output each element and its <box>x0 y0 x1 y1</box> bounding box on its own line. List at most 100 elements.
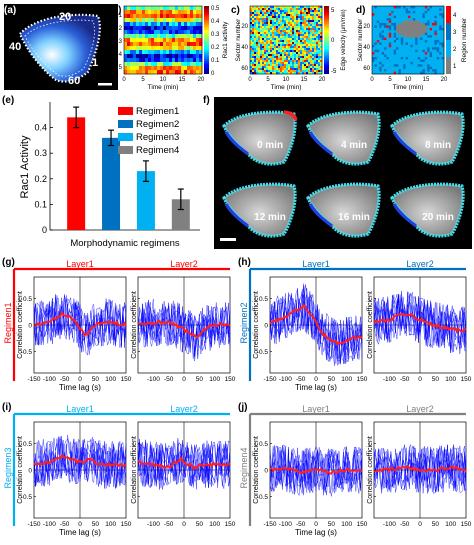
regimen-label: Regimen2 <box>239 302 249 343</box>
heatmap-cell <box>379 54 382 58</box>
heatmap-cell <box>190 26 194 31</box>
heatmap-cell <box>196 50 200 55</box>
xtick-label: 100 <box>341 376 352 383</box>
heatmap-cell <box>266 12 269 15</box>
xlabel-c: Time (min) <box>271 84 302 91</box>
heatmap-cell <box>434 18 438 21</box>
heatmap-cell <box>272 40 275 43</box>
heatmap-cell <box>127 10 131 15</box>
heatmap-cell <box>262 50 265 53</box>
heatmap-cell <box>381 52 385 55</box>
heatmap-cell <box>376 69 380 72</box>
heatmap-cell <box>190 38 194 43</box>
time-label: 16 min <box>338 212 370 223</box>
heatmap-cell <box>403 10 406 14</box>
heatmap-cell <box>260 22 263 25</box>
heatmap-cell <box>417 32 421 36</box>
heatmap-cell <box>282 72 285 75</box>
heatmap-cell <box>379 30 382 34</box>
xtick-d: 15 <box>423 77 430 83</box>
heatmap-cell <box>274 36 277 39</box>
heatmap-cell <box>160 54 164 59</box>
heatmap-cell <box>266 30 269 33</box>
heatmap-cell <box>374 30 378 34</box>
heatmap-cell <box>408 44 411 48</box>
heatmap-cell <box>422 30 426 34</box>
heatmap-cell <box>272 48 275 51</box>
heatmap-cell <box>420 13 423 17</box>
heatmap-cell <box>312 58 315 61</box>
heatmap-cell <box>286 66 289 69</box>
cb-c-tick: 0 <box>331 38 335 44</box>
heatmap-cell <box>314 16 317 19</box>
heatmap-cell <box>310 28 313 31</box>
heatmap-cell <box>286 52 289 55</box>
heatmap-cell <box>272 24 275 27</box>
correlation-trace <box>33 297 127 352</box>
heatmap-cell <box>400 18 404 21</box>
heatmap-cell <box>372 54 375 58</box>
heatmap-cell <box>187 26 191 31</box>
heatmap-cell <box>408 25 411 29</box>
ytick-b: 2 <box>119 26 123 32</box>
heatmap-cell <box>403 71 406 75</box>
heatmap-cell <box>372 8 375 12</box>
heatmap-cell <box>272 38 275 41</box>
xtick-label: 50 <box>196 376 204 383</box>
heatmap-cell <box>272 32 275 35</box>
heatmap-cell <box>386 27 390 31</box>
heatmap-cell <box>250 24 253 27</box>
heatmap-cell <box>420 6 423 9</box>
heatmap-cell <box>396 69 399 72</box>
layer-title: Layer1 <box>66 404 94 414</box>
heatmap-cell <box>130 14 134 19</box>
heatmap-cell <box>318 18 321 21</box>
heatmap-cell <box>381 32 385 36</box>
heatmap-cell <box>427 42 430 46</box>
heatmap-cell <box>193 66 197 71</box>
heatmap-cell <box>260 14 263 17</box>
heatmap-cell <box>441 6 445 9</box>
heatmap-cell <box>304 22 307 25</box>
bar-regimen2 <box>102 137 121 230</box>
heatmap-cell <box>268 38 271 41</box>
heatmap-cell <box>306 40 309 43</box>
heatmap-cell <box>391 69 394 72</box>
heatmap-cell <box>266 46 269 49</box>
heatmap-cell <box>151 54 155 59</box>
heatmap-cell <box>196 10 200 15</box>
heatmap-cell <box>169 42 173 47</box>
heatmap-cell <box>434 30 438 34</box>
sector-outline-inner <box>24 19 96 77</box>
heatmap-cell <box>381 8 385 12</box>
heatmap-cell <box>312 48 315 51</box>
heatmap-cell <box>268 6 271 9</box>
heatmap-cell <box>124 38 128 43</box>
heatmap-cell <box>160 6 164 11</box>
cell-edge-regimen2 <box>224 131 249 156</box>
heatmap-cell <box>408 37 411 41</box>
heatmap-cell <box>169 70 173 75</box>
heatmap-cell <box>318 38 321 41</box>
heatmap-cell <box>410 8 414 12</box>
heatmap-cell <box>286 26 289 29</box>
heatmap-cell <box>163 18 167 23</box>
heatmap-cell <box>429 13 433 17</box>
heatmap-cell <box>148 62 152 67</box>
heatmap-cell <box>396 6 399 9</box>
heatmap-cell <box>391 64 394 68</box>
heatmap-cell <box>178 42 182 47</box>
heatmap-cell <box>316 44 319 47</box>
heatmap-cell <box>379 20 382 24</box>
heatmap-cell <box>434 71 438 75</box>
heatmap-cell <box>264 6 267 9</box>
heatmap-cell <box>436 52 440 55</box>
heatmap-cell <box>157 22 161 27</box>
heatmap-cell <box>300 26 303 29</box>
heatmap-cell <box>252 46 255 49</box>
heatmap-cell <box>417 27 421 31</box>
cb-b-tick: 0.2 <box>211 45 220 51</box>
heatmap-cell <box>274 10 277 13</box>
heatmap-cell <box>298 8 301 11</box>
ytick-label: 0.5 <box>23 296 32 303</box>
